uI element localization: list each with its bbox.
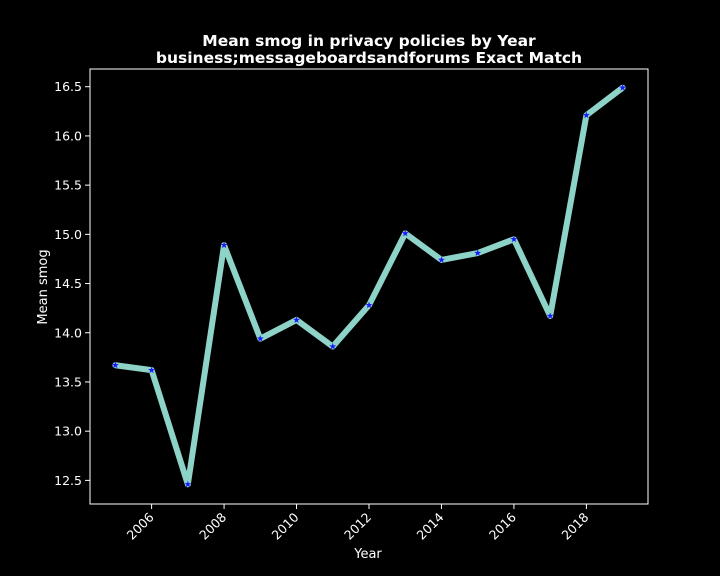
chart-subtitle: business;messageboardsandforums Exact Ma… (156, 49, 582, 67)
x-axis-label: Year (353, 547, 382, 562)
y-tick-label: 14.5 (54, 276, 82, 291)
data-point (148, 366, 156, 374)
y-axis-label: Mean smog (36, 249, 51, 324)
y-tick-label: 15.5 (54, 178, 82, 193)
y-tick-label: 16.0 (54, 128, 82, 143)
data-point (401, 229, 409, 237)
data-point (256, 335, 264, 342)
data-point (184, 480, 192, 488)
y-tick-label: 14.0 (54, 325, 82, 340)
y-tick-label: 15.0 (54, 227, 82, 242)
data-point (329, 342, 337, 350)
data-point (111, 361, 119, 369)
y-tick-label: 16.5 (54, 79, 82, 94)
data-point (220, 241, 228, 249)
data-point (438, 256, 445, 263)
data-point (582, 111, 590, 119)
data-point (293, 316, 300, 323)
y-tick-label: 12.5 (54, 473, 82, 488)
data-point (510, 235, 518, 243)
chart-title: Mean smog in privacy policies by Year (202, 32, 536, 50)
y-tick-label: 13.0 (54, 424, 82, 439)
data-point (619, 84, 627, 91)
y-tick-label: 13.5 (54, 374, 82, 389)
data-point (365, 301, 373, 309)
data-point (546, 312, 554, 319)
data-point (474, 249, 482, 256)
